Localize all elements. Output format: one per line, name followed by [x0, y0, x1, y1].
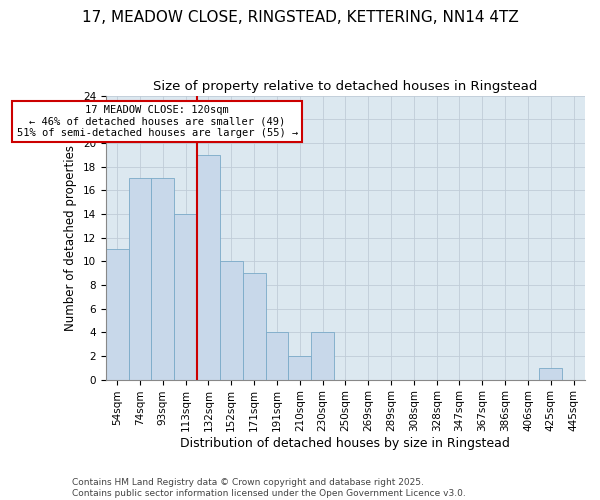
- Bar: [151, 178, 174, 380]
- Text: 17 MEADOW CLOSE: 120sqm
← 46% of detached houses are smaller (49)
51% of semi-de: 17 MEADOW CLOSE: 120sqm ← 46% of detache…: [17, 105, 298, 138]
- Text: 17, MEADOW CLOSE, RINGSTEAD, KETTERING, NN14 4TZ: 17, MEADOW CLOSE, RINGSTEAD, KETTERING, …: [82, 10, 518, 25]
- Bar: [243, 273, 266, 380]
- Title: Size of property relative to detached houses in Ringstead: Size of property relative to detached ho…: [153, 80, 538, 93]
- Text: Contains HM Land Registry data © Crown copyright and database right 2025.
Contai: Contains HM Land Registry data © Crown c…: [72, 478, 466, 498]
- Bar: [174, 214, 197, 380]
- Bar: [128, 178, 151, 380]
- Bar: [220, 261, 243, 380]
- Bar: [106, 250, 128, 380]
- X-axis label: Distribution of detached houses by size in Ringstead: Distribution of detached houses by size …: [181, 437, 511, 450]
- Bar: [539, 368, 562, 380]
- Bar: [311, 332, 334, 380]
- Bar: [266, 332, 289, 380]
- Bar: [197, 154, 220, 380]
- Y-axis label: Number of detached properties: Number of detached properties: [64, 144, 77, 330]
- Bar: [289, 356, 311, 380]
